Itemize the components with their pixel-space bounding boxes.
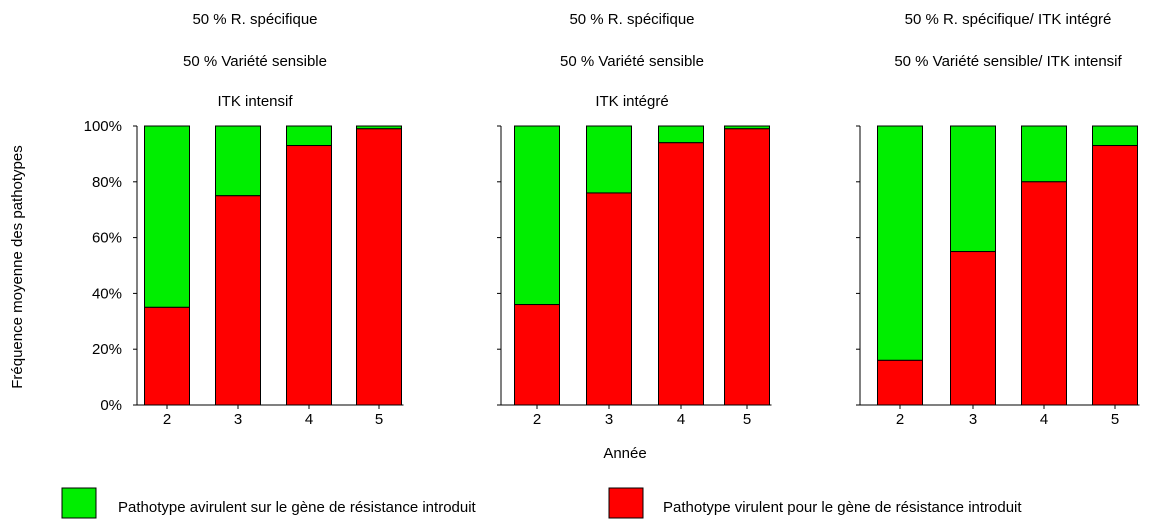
- bar-virulent: [144, 306, 190, 406]
- panel-2-title-line-3: ITK intégré: [595, 93, 668, 110]
- panel-1-title-line-3: ITK intensif: [217, 93, 293, 110]
- x-tick-label: 4: [305, 411, 313, 428]
- legend-label-avirulent: Pathotype avirulent sur le gène de résis…: [118, 499, 477, 516]
- bar-virulent: [215, 195, 261, 406]
- x-tick-label: 3: [969, 411, 977, 428]
- bar-virulent: [1092, 145, 1138, 406]
- panel-2-title-line-1: 50 % R. spécifique: [569, 11, 694, 28]
- legend-swatch-avirulent: [61, 487, 97, 519]
- bar-avirulent: [1021, 125, 1067, 183]
- legend-swatch-virulent: [608, 487, 644, 519]
- bar-virulent: [586, 192, 632, 406]
- bar-virulent: [724, 128, 770, 406]
- panel-3-title-line-2: 50 % Variété sensible/ ITK intensif: [894, 53, 1122, 70]
- x-tick-label: 2: [896, 411, 904, 428]
- x-tick-label: 4: [677, 411, 685, 428]
- bar-avirulent: [514, 125, 560, 306]
- x-tick-label: 3: [605, 411, 613, 428]
- bar-virulent: [658, 142, 704, 406]
- y-tick-label: 80%: [92, 174, 122, 191]
- y-tick-label: 0%: [100, 397, 122, 414]
- bar-virulent: [877, 359, 923, 406]
- bar-avirulent: [586, 125, 632, 194]
- bar-avirulent: [215, 125, 261, 197]
- bar-avirulent: [950, 125, 996, 253]
- y-tick-label: 60%: [92, 230, 122, 247]
- bar-virulent: [286, 145, 332, 406]
- x-tick-label: 4: [1040, 411, 1048, 428]
- panel-2-title-line-2: 50 % Variété sensible: [560, 53, 704, 70]
- bar-avirulent: [877, 125, 923, 361]
- x-tick-label: 5: [375, 411, 383, 428]
- bar-virulent: [514, 304, 560, 406]
- y-tick-label: 20%: [92, 341, 122, 358]
- panel-1-title-line-2: 50 % Variété sensible: [183, 53, 327, 70]
- x-tick-label: 3: [234, 411, 242, 428]
- y-tick-label: 100%: [84, 118, 122, 135]
- bar-virulent: [1021, 181, 1067, 406]
- x-tick-label: 5: [743, 411, 751, 428]
- x-tick-label: 2: [533, 411, 541, 428]
- y-tick-label: 40%: [92, 285, 122, 302]
- y-axis-label: Fréquence moyenne des pathotypes: [9, 145, 26, 389]
- x-tick-label: 5: [1111, 411, 1119, 428]
- panel-3-title-line-1: 50 % R. spécifique/ ITK intégré: [905, 11, 1112, 28]
- bar-avirulent: [1092, 125, 1138, 147]
- bar-virulent: [950, 251, 996, 406]
- bar-avirulent: [658, 125, 704, 144]
- panel-1-title-line-1: 50 % R. spécifique: [192, 11, 317, 28]
- bar-avirulent: [144, 125, 190, 308]
- x-axis-label: Année: [603, 445, 646, 462]
- bar-avirulent: [286, 125, 332, 147]
- x-tick-label: 2: [163, 411, 171, 428]
- bar-virulent: [356, 128, 402, 406]
- legend-label-virulent: Pathotype virulent pour le gène de résis…: [663, 499, 1022, 516]
